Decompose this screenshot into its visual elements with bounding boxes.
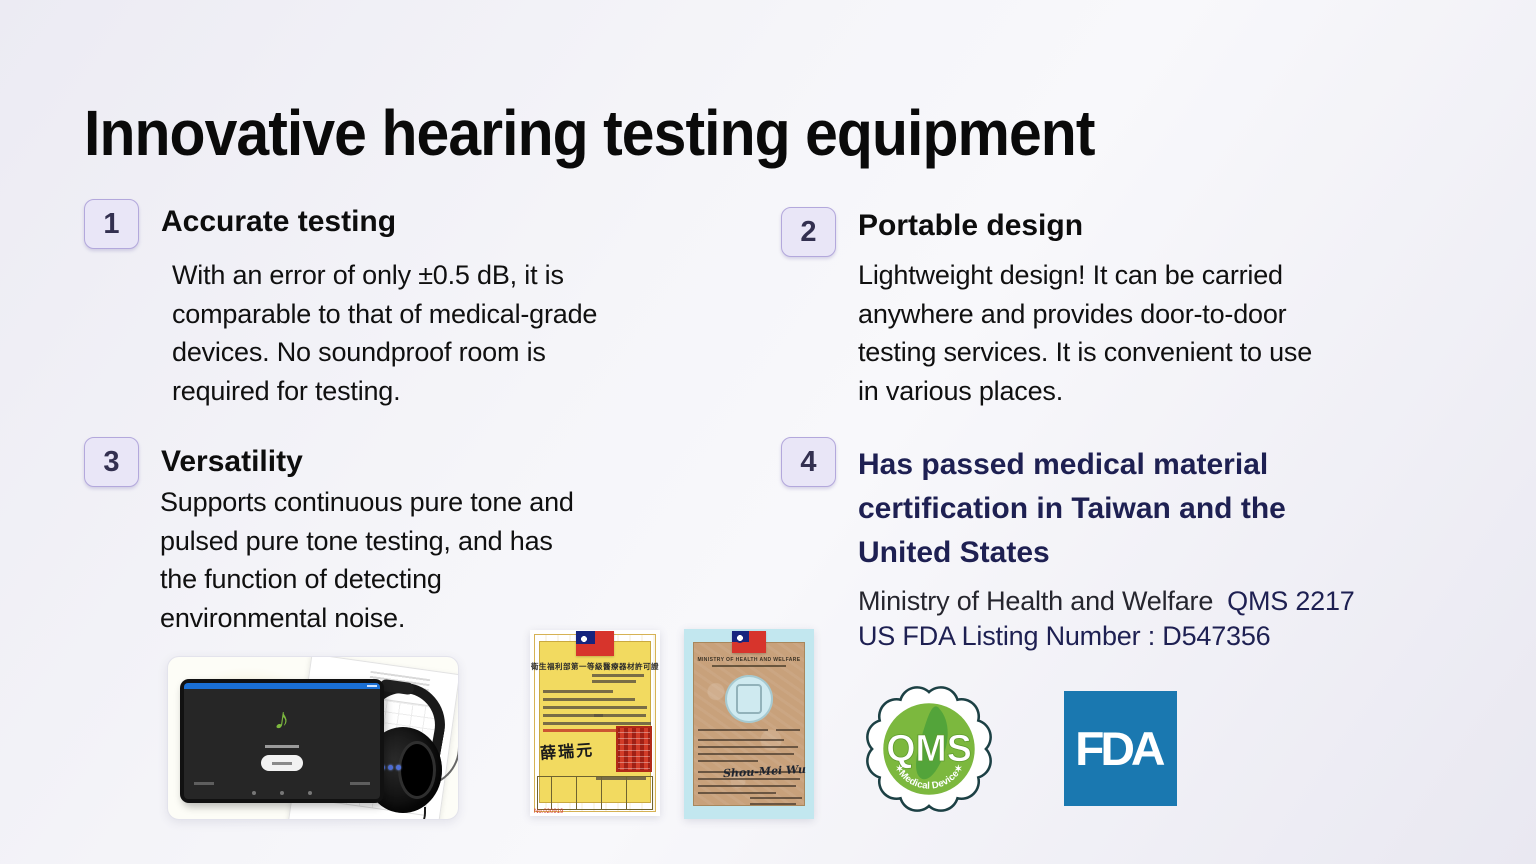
feature-2-number-badge: 2 (781, 207, 836, 257)
taiwan-certificate: 衛生福利部第一等級醫療器材許可證 薛瑞元 No.020919 (530, 630, 660, 816)
certificate-text-line (596, 777, 646, 780)
taiwan-flag-icon (732, 631, 766, 653)
feature-3-body: Supports continuous pure tone and pulsed… (160, 487, 574, 633)
feature-4-number-badge: 4 (781, 437, 836, 487)
tablet-corner-label (194, 782, 214, 785)
ministry-label: Ministry of Health and Welfare (858, 586, 1214, 616)
fda-logo: FDA (1064, 691, 1177, 806)
feature-3-number-badge: 3 (84, 437, 139, 487)
headphones-image (346, 676, 458, 819)
certificate-text-line (543, 698, 635, 701)
tablet-nav-dots (252, 791, 312, 795)
certificate-text-line (594, 714, 646, 717)
red-seal-stamp (616, 726, 652, 772)
certificate-text-line (592, 680, 636, 683)
certificate-text-line (698, 785, 796, 787)
feature-1-number: 1 (103, 207, 120, 240)
certificate-text-line (543, 722, 651, 725)
tablet-image: ♪ (180, 679, 384, 803)
feature-3-number: 3 (103, 445, 120, 478)
tablet-statusbar (184, 683, 380, 689)
certificate-text-line (698, 771, 800, 773)
certificate-text-line (592, 674, 644, 677)
certificate-text-line (543, 690, 613, 693)
certificate-text-line (698, 739, 784, 741)
feature-3-title: Versatility (161, 445, 303, 478)
feature-4-number: 4 (800, 445, 817, 478)
tablet-start-button (261, 755, 303, 771)
certificate-emblem (725, 675, 773, 723)
certificate-text-line (698, 778, 800, 780)
app-logo-icon: ♪ (272, 702, 292, 737)
certificate-text-line (543, 706, 647, 709)
feature-1-body: With an error of only ±0.5 dB, it is com… (172, 260, 598, 406)
headphone-earcup-ring (398, 741, 436, 799)
certificate-text-line (698, 792, 776, 794)
feature-2-title: Portable design (858, 209, 1084, 242)
feature-1-number-badge: 1 (84, 199, 139, 249)
certificate-text-line (543, 714, 603, 717)
qms-text: QMS (886, 727, 972, 769)
certification-line-2: US FDA Listing Number : D547356 (858, 621, 1271, 651)
headphone-cable (396, 807, 426, 819)
certificate-table (537, 776, 653, 810)
qms-number: QMS 2217 (1227, 586, 1355, 616)
product-photo: ♪ (167, 656, 459, 820)
certificate-signature: 薛瑞元 (539, 740, 595, 763)
certificate-text-line (750, 803, 796, 805)
certificate-text-line (698, 760, 758, 762)
tablet-corner-label (350, 782, 370, 785)
tablet-caption-line (265, 745, 299, 748)
certificate-serial: No.020919 (534, 809, 564, 815)
feature-4-title: Has passed medical material certificatio… (858, 448, 1286, 569)
page-title: Innovative hearing testing equipment (84, 97, 1095, 169)
qms-medical-device-badge: QMS ✶Medical Device✶ (866, 686, 992, 812)
tablet-screen: ♪ (184, 683, 380, 799)
certificate-text-line (698, 753, 794, 755)
qms-rosette-icon: QMS ✶Medical Device✶ (866, 686, 992, 812)
certificate-header-line (712, 665, 786, 667)
certificate-header: MINISTRY OF HEALTH AND WELFARE (697, 657, 801, 663)
certificate-text-line (543, 729, 647, 732)
certification-line-1: Ministry of Health and Welfare QMS 2217 (858, 584, 1355, 619)
certificate-text-line (698, 746, 798, 748)
taiwan-flag-icon (576, 631, 614, 656)
certificate-text-line (776, 729, 800, 731)
feature-2-body: Lightweight design! It can be carried an… (858, 260, 1313, 406)
certificate-text-line (750, 797, 802, 799)
feature-2-number: 2 (800, 215, 817, 248)
feature-1-title: Accurate testing (161, 205, 397, 238)
fda-text: FDA (1075, 722, 1165, 775)
certificate-title: 衛生福利部第一等級醫療器材許可證 (531, 662, 659, 671)
certificate-text-line (698, 729, 768, 731)
qms-certificate: MINISTRY OF HEALTH AND WELFARE Shou-Mei … (684, 629, 814, 819)
